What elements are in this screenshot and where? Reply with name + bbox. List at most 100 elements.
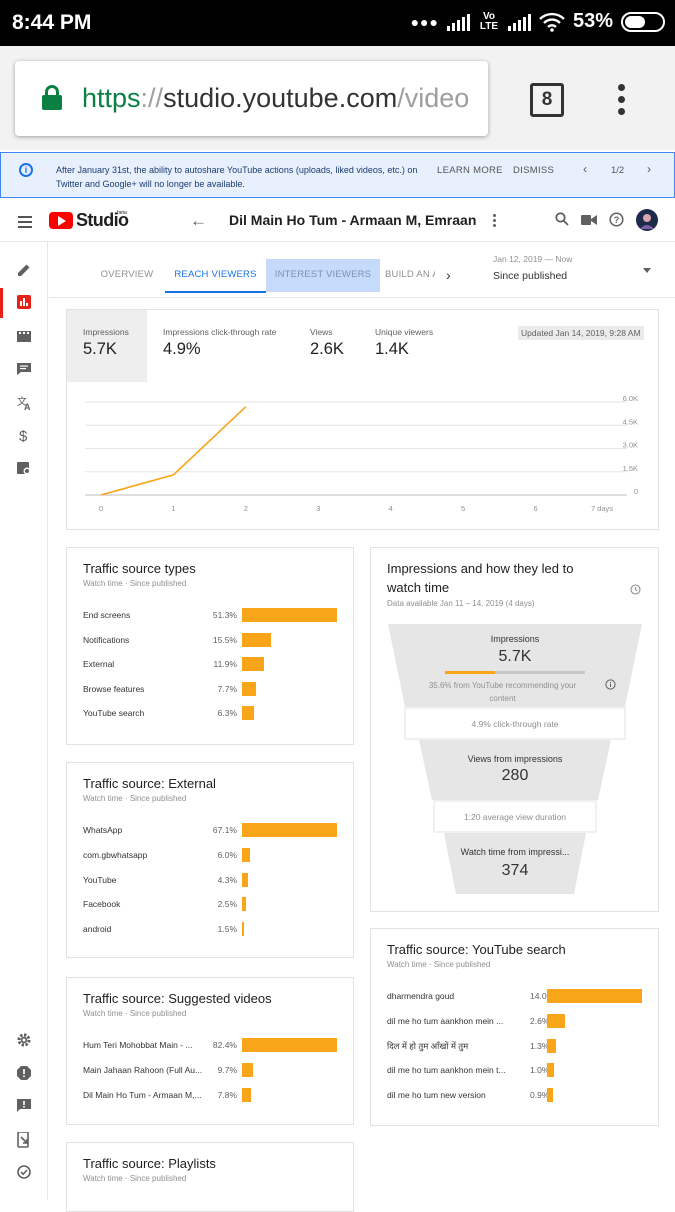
row-value: 6.0% [217,849,237,860]
tabs-next-icon[interactable]: › [446,267,451,283]
recommend-progress-track [445,671,585,674]
sidebar-item-comments[interactable] [0,355,48,385]
avatar[interactable] [636,209,658,231]
list-item[interactable]: Hum Teri Mohobbat Main - ... 82.4% [83,1038,343,1054]
row-label: External [83,659,115,669]
funnel-impressions-value: 5.7K [498,648,532,665]
url-text[interactable]: https://studio.youtube.com/video [82,83,470,113]
sidebar-item-copyright[interactable] [0,454,48,484]
banner-prev-icon[interactable]: ‹ [583,162,587,176]
tab-overview[interactable]: OVERVIEW [100,269,154,280]
row-value: 1.3% [530,1040,550,1051]
card-subtitle: Watch time · Since published [83,1174,187,1183]
sidebar-item-editor[interactable] [0,322,48,352]
back-arrow-icon[interactable]: ← [190,211,207,230]
row-bar [242,897,246,912]
y-tick-label: 6.0K [623,394,638,403]
list-item[interactable]: Main Jahaan Rahoon (Full Au... 9.7% [83,1063,343,1079]
row-value: 2.6% [530,1015,550,1026]
learn-more-button[interactable]: LEARN MORE [437,165,503,176]
battery-percent: 53% [572,10,613,32]
y-tick-label: 3.0K [623,441,638,450]
youtube-logo-icon[interactable] [49,212,73,229]
row-value: 1.0% [530,1065,550,1076]
sidebar-item-monetization[interactable]: $ [0,421,48,451]
list-item[interactable]: android 1.5% [83,922,343,938]
list-item[interactable]: dharmendra goud 14.0% [387,989,647,1005]
sidebar-item-classic[interactable] [0,1125,48,1155]
browser-menu-icon[interactable] [618,84,626,116]
sidebar-item-settings[interactable] [0,1026,48,1056]
tab-switcher-button[interactable]: 8 [530,83,564,117]
svg-text:A: A [24,402,31,411]
list-item[interactable]: dil me ho tum aankhon mein ... 2.6% [387,1013,647,1030]
views-label: Views from impressions [467,754,563,764]
tab-interest-viewers[interactable]: INTEREST VIEWERS [266,259,380,292]
row-label: Notifications [83,634,130,645]
row-label: com.gbwhatsapp [83,849,148,860]
row-bar [242,1038,337,1052]
metric-unique-viewers[interactable]: Unique viewers 1.4K [375,327,434,358]
sidebar-item-details[interactable] [0,256,48,286]
row-bar [242,608,337,622]
tab-build-audience[interactable]: BUILD AN AUDIENCE [385,269,435,280]
sidebar-item-feedback[interactable] [0,1092,48,1122]
row-label: Facebook [83,899,121,910]
analytics-icon [17,295,31,309]
video-options-icon[interactable] [493,214,497,229]
row-value: 2.5% [217,899,237,910]
list-item[interactable]: dil me ho tum aankhon mein t... 1.0% [387,1063,647,1079]
banner-next-icon[interactable]: › [647,162,651,176]
list-item[interactable]: YouTube search 6.3% [83,706,343,722]
list-item[interactable]: Facebook 2.5% [83,897,343,913]
menu-icon[interactable] [18,216,32,231]
list-item[interactable]: com.gbwhatsapp 6.0% [83,847,343,864]
chevron-down-icon[interactable] [643,268,651,273]
row-label: dil me ho tum aankhon mein t... [387,1065,506,1076]
list-item[interactable]: WhatsApp 67.1% [83,823,343,839]
impressions-line-chart: 0 1.5K 3.0K 4.5K 6.0K 0 1 2 3 4 5 6 7 days [85,394,638,513]
traffic-search-card: Traffic source: YouTube search Watch tim… [370,928,659,1126]
list-item[interactable]: YouTube 4.3% [83,872,343,889]
info-icon[interactable] [605,679,616,690]
card-subtitle: Watch time · Since published [83,579,187,588]
metric-impressions[interactable]: Impressions 5.7K [67,310,147,382]
dismiss-button[interactable]: DISMISS [513,165,555,176]
help-icon[interactable]: ? [609,212,624,227]
list-item[interactable]: External 11.9% [83,657,343,673]
list-item[interactable]: Browse features 7.7% [83,681,343,698]
x-tick-label: 3 [316,504,320,513]
create-video-icon[interactable] [581,214,597,226]
signal-icon-2 [507,13,531,31]
sidebar-item-analytics[interactable] [0,288,48,318]
row-bar [547,1063,554,1078]
studio-logo[interactable]: Studio [76,210,129,230]
list-item[interactable]: dil me ho tum new version 0.9% [387,1088,647,1104]
card-title: Traffic source: YouTube search [387,942,566,957]
list-item[interactable]: दिल में हो तुम आँखों में तुम 1.3% [387,1038,647,1055]
wifi-icon [539,12,565,32]
search-icon[interactable] [555,212,569,226]
sidebar-item-alerts[interactable] [0,1059,48,1089]
row-bar [547,989,642,1003]
url-bar[interactable]: https://studio.youtube.com/video [15,61,488,136]
row-bar [242,1063,254,1077]
analytics-tabs: OVERVIEW REACH VIEWERS INTEREST VIEWERS … [49,242,675,298]
beta-label: beta [117,210,127,216]
tab-reach-viewers[interactable]: REACH VIEWERS [165,259,266,293]
row-label: YouTube [83,874,117,885]
date-selector[interactable]: Since published [493,270,568,282]
pencil-icon [18,264,30,276]
row-label: YouTube search [83,708,145,718]
card-title: Traffic source: Playlists [83,1156,216,1171]
list-item[interactable]: End screens 51.3% [83,608,343,624]
list-item[interactable]: Dil Main Ho Tum - Armaan M,... 7.8% [83,1088,343,1104]
metric-views[interactable]: Views 2.6K [310,327,344,358]
metric-ctr[interactable]: Impressions click-through rate 4.9% [163,327,277,358]
series-line [100,406,247,496]
x-tick-label: 7 days [591,504,613,513]
sidebar-item-whats-new[interactable] [0,1158,48,1188]
signal-icon [446,13,470,31]
list-item[interactable]: Notifications 15.5% [83,632,343,649]
